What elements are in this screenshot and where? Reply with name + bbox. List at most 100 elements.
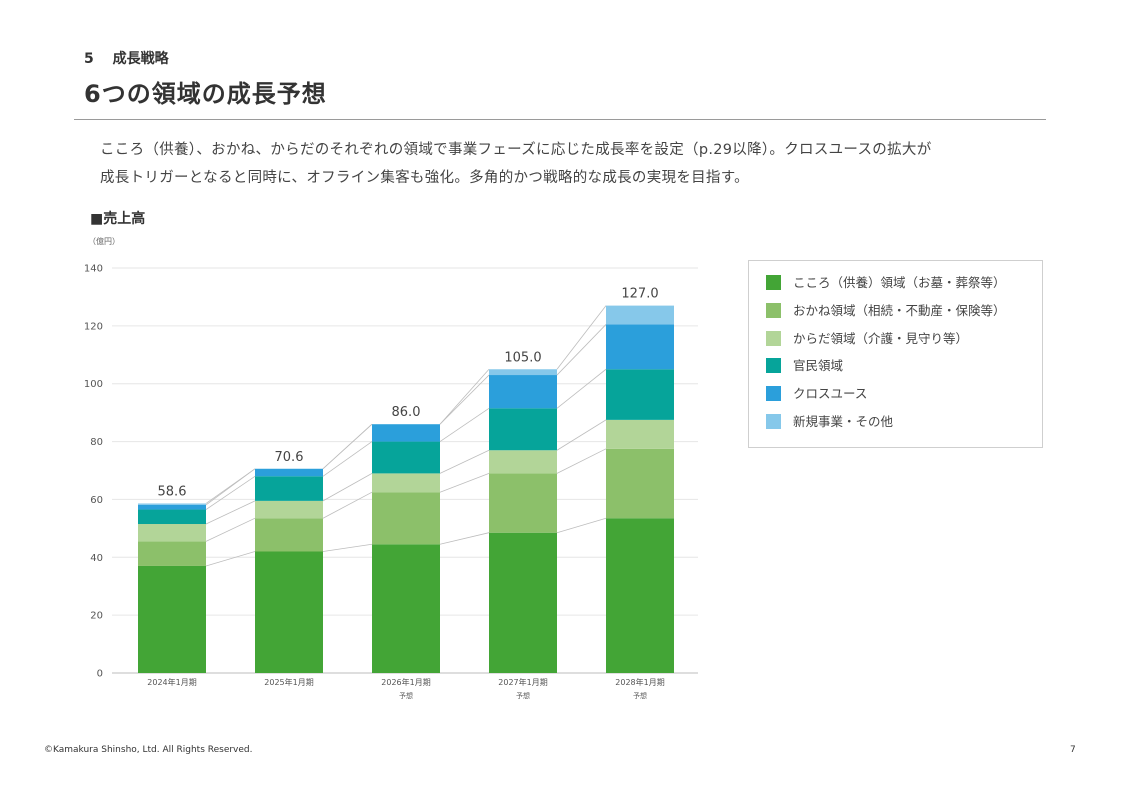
bar-segment [138,503,206,505]
bar-segment [489,408,557,451]
connector-line [556,448,607,474]
bar-segment [489,473,557,533]
y-tick-label: 120 [84,321,103,332]
bar-segment [606,518,674,673]
x-tick-sublabel: 予想 [633,691,647,700]
connector-line [556,419,607,451]
legend-label: 新規事業・その他 [793,414,894,429]
x-tick-label: 2024年1月期 [147,677,196,687]
x-tick-label: 2027年1月期 [498,677,547,687]
bar-segment [489,369,557,376]
bar-segment [138,565,206,673]
y-tick-label: 100 [84,379,103,390]
legend-swatch [766,386,781,402]
bar-total-label: 105.0 [504,350,541,365]
bar-total-label: 127.0 [621,287,658,302]
connector-line [322,543,373,552]
description-line-1: こころ（供養）、おかね、からだのそれぞれの領域で事業フェーズに応じた成長率を設定… [100,142,932,158]
bar-segment [255,551,323,673]
connector-line [322,491,373,519]
y-tick-label: 40 [90,553,103,564]
y-tick-label: 80 [90,437,103,448]
y-tick-label: 140 [84,264,103,275]
legend-label: こころ（供養）領域（お墓・葬祭等） [793,275,1006,290]
section-label: 5 成長戦略 [84,48,169,68]
legend-label: からだ領域（介護・見守り等） [793,330,969,346]
connector-line [556,368,607,409]
connector-line [322,441,373,477]
legend-swatch [766,275,781,290]
legend-item: 官民領域 [766,357,843,375]
legend-swatch [766,330,781,346]
bar-segment [489,450,557,474]
legend-item: 新規事業・その他 [766,413,893,431]
connector-line [556,517,607,534]
x-tick-label: 2025年1月期 [264,677,313,687]
bar-segment [372,492,440,545]
bar-segment [372,441,440,474]
title-divider [74,119,1046,120]
footer-copyright: ©Kamakura Shinsho, Ltd. All Rights Reser… [44,745,253,755]
bar-segment [255,500,323,519]
bar-total-label: 58.6 [158,484,187,499]
bar-segment [255,468,323,477]
bar-segment [372,473,440,493]
connector-line [205,551,256,567]
description-line-2: 成長トリガーとなると同時に、オフライン集客も強化。多角的かつ戦略的な成長の実現を… [100,170,749,186]
chart-legend: こころ（供養）領域（お墓・葬祭等） おかね領域（相続・不動産・保険等） からだ領域（… [748,260,1043,448]
section-title: 成長戦略 [112,51,169,67]
y-tick-label: 20 [90,611,103,622]
bar-total-label: 86.0 [392,405,421,420]
bar-segment [606,324,674,370]
connector-line [439,407,490,442]
bar-segment [606,448,674,519]
connector-line [322,473,373,502]
chart-unit-label: （億円） [88,237,120,246]
bar-segment [138,524,206,542]
bar-total-label: 70.6 [275,450,304,465]
chart-heading: ■売上高 [90,211,146,227]
bar-segment [489,532,557,673]
legend-swatch [766,414,781,429]
connector-line [556,324,607,376]
x-tick-label: 2026年1月期 [381,677,430,687]
legend-item: こころ（供養）領域（お墓・葬祭等） [766,274,1006,292]
connector-line [439,473,490,493]
legend-item: からだ領域（介護・見守り等） [766,330,968,348]
description: こころ（供養）、おかね、からだのそれぞれの領域で事業フェーズに応じた成長率を設定… [100,136,1060,192]
connector-line [205,475,256,510]
connector-line [205,517,256,542]
connector-line [205,468,256,504]
bar-segment [138,504,206,510]
bar-segment [489,375,557,409]
section-number: 5 [84,51,94,67]
y-tick-label: 0 [97,669,103,680]
legend-item: クロスユース [766,385,867,403]
legend-label: 官民領域 [793,358,844,374]
y-tick-label: 60 [90,495,103,506]
connector-line [439,374,490,425]
legend-swatch [766,358,781,374]
legend-item: おかね領域（相続・不動産・保険等） [766,302,1006,320]
bar-segment [606,305,674,325]
connector-line [205,500,256,525]
connector-line [439,368,490,425]
legend-label: おかね領域（相続・不動産・保険等） [793,302,1006,318]
page-title: 6つの領域の成長予想 [84,80,327,108]
bar-segment [606,419,674,449]
bar-segment [372,424,440,442]
bar-segment [255,518,323,552]
bar-segment [606,369,674,420]
connector-line [556,305,607,370]
x-tick-label: 2028年1月期 [615,677,664,687]
page-number: 7 [1070,745,1076,755]
bar-segment [372,544,440,673]
connector-line [439,449,490,474]
legend-swatch [766,302,781,318]
bar-segment [138,541,206,566]
legend-label: クロスユース [793,386,868,402]
bar-segment [255,476,323,501]
connector-line [322,423,373,470]
bar-segment [138,509,206,525]
